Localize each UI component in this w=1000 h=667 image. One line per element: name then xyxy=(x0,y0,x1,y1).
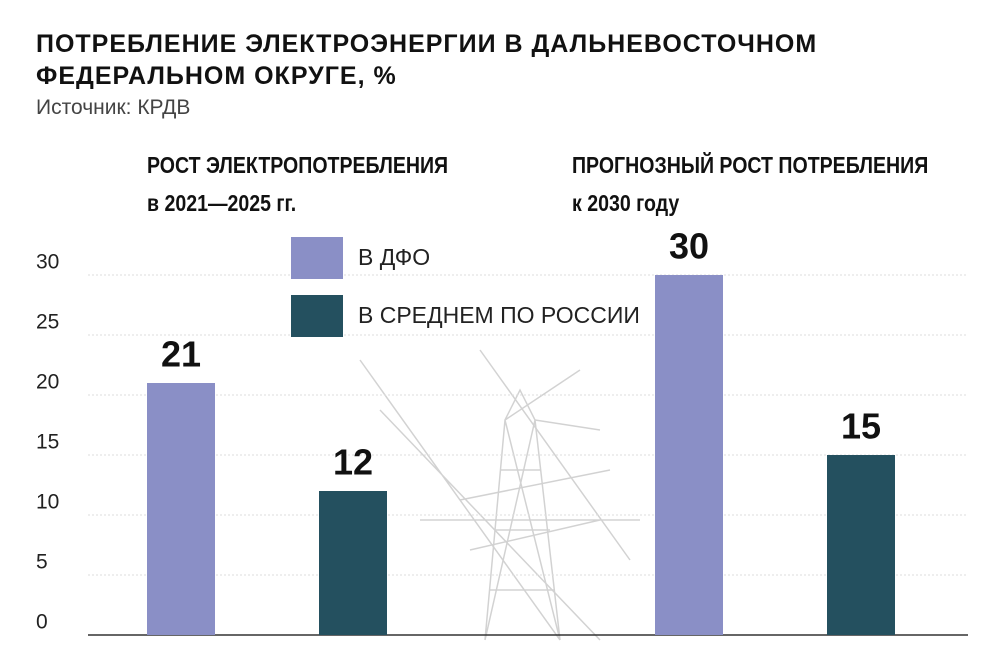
category-label: РОСТ ЭЛЕКТРОПОТРЕБЛЕНИЯ в 2021—2025 гг. xyxy=(147,152,449,216)
bar xyxy=(655,275,723,635)
y-tick-label: 30 xyxy=(36,251,59,274)
legend-label: В ДФО xyxy=(358,244,430,270)
value-label: 30 xyxy=(669,226,709,267)
chart-title: ПОТРЕБЛЕНИЕ ЭЛЕКТРОЭНЕРГИИ В ДАЛЬНЕВОСТО… xyxy=(36,30,818,90)
y-tick-label: 20 xyxy=(36,371,59,394)
legend-label: В СРЕДНЕМ ПО РОССИИ xyxy=(358,302,640,328)
legend-swatch xyxy=(291,295,343,337)
y-tick-label: 0 xyxy=(36,611,48,634)
y-tick-label: 15 xyxy=(36,431,59,454)
bar xyxy=(319,491,387,635)
bar xyxy=(147,383,215,635)
chart-subtitle: Источник: КРДВ xyxy=(36,96,191,119)
y-tick-label: 10 xyxy=(36,491,59,514)
y-tick-label: 5 xyxy=(36,551,48,574)
value-label: 15 xyxy=(841,406,881,447)
legend-swatch xyxy=(291,237,343,279)
bar xyxy=(827,455,895,635)
value-label: 21 xyxy=(161,334,201,375)
y-tick-label: 25 xyxy=(36,311,59,334)
value-label: 12 xyxy=(333,442,373,483)
tower-illustration xyxy=(359,349,640,641)
category-label: ПРОГНОЗНЫЙ РОСТ ПОТРЕБЛЕНИЯ к 2030 году xyxy=(572,152,929,216)
